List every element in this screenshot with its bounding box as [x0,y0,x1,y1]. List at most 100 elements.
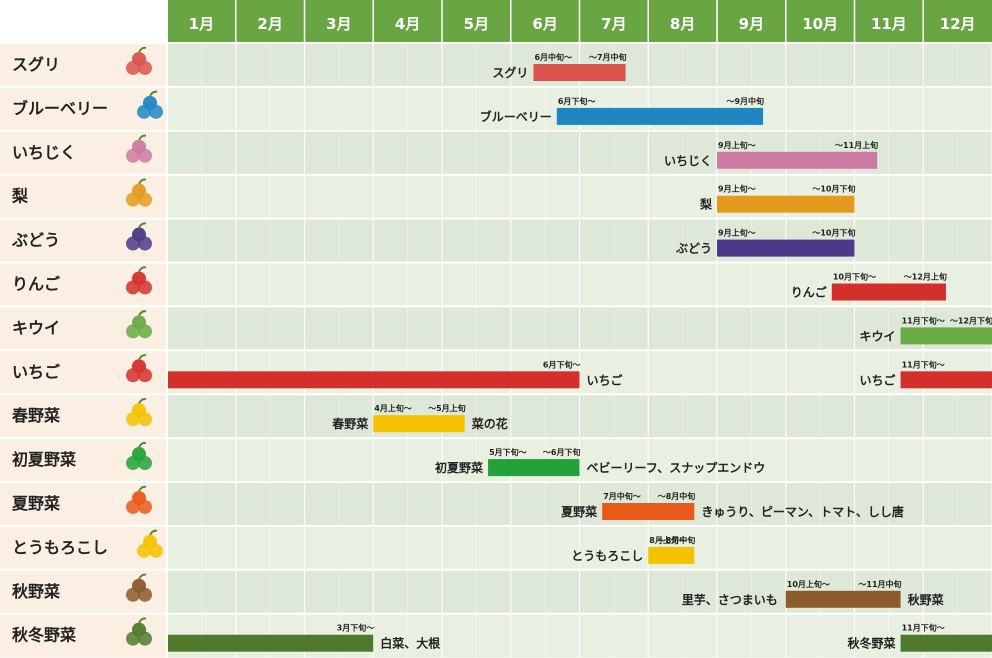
cabbage-radish-icon [126,617,152,646]
bar-name-label: とうもろこし [571,549,643,563]
harvest-bar [717,239,855,257]
blueberry-icon-stem [149,90,158,97]
bar-end-label: 〜10月下旬 [812,228,855,238]
bar-name-label: いちじく [664,154,712,168]
row-label: いちじく [12,143,76,162]
bar-end-label: 〜9月中旬 [726,96,764,106]
bar-name-label: 夏野菜 [561,504,597,519]
summer-vegetables-icon [126,485,152,514]
bar-name-label: キウイ [860,329,896,343]
bar-start-label: 5月下旬〜 [489,447,527,457]
bar-start-label: 6月中旬〜 [534,52,572,62]
grape-icon-stem [138,222,147,229]
bar-start-label: 7月中旬〜 [603,491,641,501]
pear-icon-part [132,183,146,198]
bar-name-label: りんご [791,285,828,300]
cabbage-radish-icon-part [132,622,146,637]
harvest-bar [785,590,901,608]
cabbage-radish-icon-stem [138,617,147,624]
harvest-bar [488,459,580,477]
bar-start-label: 11月下旬〜 [902,315,945,325]
bar-name-label: 春野菜 [331,416,368,431]
harvest-bar [167,634,374,652]
bar-name-label: 秋冬野菜 [848,636,896,651]
bar-name-label: いちご [587,372,624,387]
row-label: いちご [12,362,60,381]
apple-icon-stem [138,266,147,272]
bar-start-label: 6月下旬〜 [558,96,596,106]
harvest-bar [373,415,465,433]
fig-icon-part [132,139,146,154]
corn-icon-part [143,534,157,549]
month-label: 7月 [601,15,626,33]
bar-start-label: 4月上旬〜 [374,403,412,413]
row-label: りんご [12,275,60,294]
strawberry-icon-stem [138,354,147,360]
harvest-bar [717,195,855,213]
row-label: 梨 [11,187,29,206]
blueberry-icon [137,90,163,119]
bar-start-label: 11月下旬〜 [902,359,945,369]
bar-detail-label: 里芋、さつまいも [682,592,778,607]
red-currant-icon [126,46,152,75]
bar-end-label: 〜6月下旬 [543,447,581,457]
bar-end-label: 〜12月上旬 [904,272,947,282]
bar-start-label: 10月上旬〜 [787,579,830,589]
bar-start-label: 9月上旬〜 [718,184,756,194]
row-label: とうもろこし [12,538,108,557]
kiwi-icon-part [132,315,146,330]
bar-end-label: 〜10月下旬 [812,184,855,194]
corn-icon-stem [149,529,158,536]
bar-end-label: 〜8月中旬 [658,491,696,501]
blueberry-icon-part [143,95,157,110]
harvest-bar [717,151,878,169]
bar-start-label: 10月下旬〜 [833,272,876,282]
row-label: 初夏野菜 [12,450,76,469]
harvest-bar [831,283,946,301]
bar-end-label: 〜11月上旬 [835,140,878,150]
snap-pea-icon-part [132,447,146,462]
row-label: スグリ [12,55,60,74]
bar-name-label: ブルーベリー [480,109,552,124]
bar-end-label: 〜8月中旬 [658,535,696,545]
header-corner [0,0,167,43]
strawberry-icon-part [132,359,146,374]
bar-name-label: 初夏野菜 [435,460,483,475]
month-label: 5月 [464,15,489,33]
harvest-bar [900,634,992,652]
row-label: 春野菜 [11,406,60,425]
fig-icon-stem [138,134,147,141]
grape-icon [126,222,152,251]
sweet-potato-icon-stem [138,573,147,580]
canola-flower-icon-stem [138,397,147,404]
month-label: 8月 [670,15,695,33]
bar-end-label: 〜12月下旬 [950,315,992,325]
bar-name-label: 白菜、大根 [380,636,440,651]
row-label: ブルーベリー [12,99,108,118]
bar-start-label: 9月上旬〜 [718,228,756,238]
bar-end-label: 〜5月上旬 [428,403,466,413]
sweet-potato-icon [126,573,152,602]
harvest-bar [167,371,580,389]
bar-detail-label: きゅうり、ピーマン、トマト、しし唐 [701,504,904,519]
bar-detail-label: 菜の花 [471,416,508,431]
summer-vegetables-icon-part [132,490,146,505]
kiwi-icon-stem [138,310,147,316]
bar-end-label: 3月下旬〜 [337,623,375,633]
row-label: 秋冬野菜 [12,626,76,645]
bar-name-label: スグリ [492,65,528,80]
snap-pea-icon [126,441,152,471]
snap-pea-icon-stem [138,441,147,448]
bar-name-label: ぶどう [675,242,712,256]
harvest-bar [602,503,695,520]
bar-start-label: 9月上旬〜 [718,140,756,150]
bar-start-label: 8月上旬〜 [649,535,687,545]
bar-end-label: 〜11月中旬 [858,579,901,589]
corn-icon [137,529,163,558]
fig-icon [126,134,152,163]
bar-name-label: 秋野菜 [908,592,944,607]
summer-vegetables-icon-stem [138,485,147,492]
harvest-bar [900,371,992,389]
bar-start-label: 11月下旬〜 [902,623,945,633]
